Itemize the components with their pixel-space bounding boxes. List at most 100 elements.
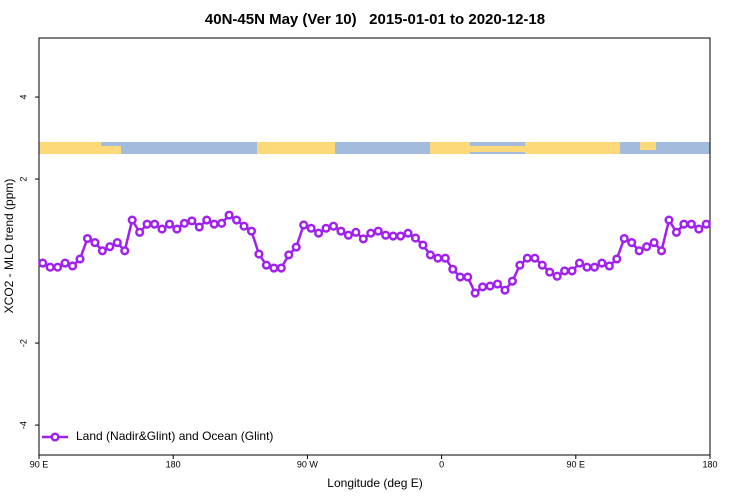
- legend-label: Land (Nadir&Glint) and Ocean (Glint): [76, 429, 273, 443]
- data-point: [694, 224, 704, 234]
- data-point: [291, 242, 301, 252]
- data-point: [105, 242, 115, 252]
- data-point: [597, 258, 607, 268]
- legend-marker: [50, 432, 60, 442]
- data-point: [515, 260, 525, 270]
- data-point: [142, 219, 152, 229]
- data-point: [463, 272, 473, 282]
- data-point: [410, 233, 421, 243]
- data-point: [448, 264, 458, 274]
- data-point: [358, 234, 368, 244]
- y-tick-label: -4: [18, 421, 28, 429]
- data-point: [530, 253, 540, 263]
- data-point: [701, 219, 711, 229]
- data-point: [366, 228, 376, 238]
- data-point: [343, 230, 353, 240]
- data-point: [351, 227, 361, 237]
- data-point: [619, 233, 629, 244]
- data-point: [552, 271, 562, 281]
- data-point: [589, 262, 599, 272]
- data-point: [388, 231, 398, 241]
- data-point: [545, 267, 555, 277]
- data-point: [224, 210, 234, 220]
- data-point: [45, 262, 55, 272]
- x-tick-label: 0: [439, 459, 444, 469]
- data-point: [68, 261, 78, 271]
- data-point: [433, 253, 443, 263]
- data-point: [209, 219, 219, 229]
- x-tick-label: 180: [166, 459, 181, 469]
- data-point: [522, 253, 532, 263]
- data-point: [246, 226, 257, 236]
- data-point: [507, 276, 517, 286]
- data-point: [537, 260, 547, 270]
- y-tick-label: 4: [18, 95, 28, 100]
- data-point: [679, 219, 689, 229]
- data-point: [254, 249, 264, 259]
- data-point: [232, 215, 242, 225]
- data-point: [239, 221, 249, 231]
- data-point: [217, 218, 227, 228]
- data-point: [194, 222, 204, 232]
- data-point: [470, 288, 480, 298]
- data-point: [60, 258, 70, 268]
- x-tick-label: 90 W: [297, 459, 319, 469]
- data-point: [164, 219, 175, 229]
- data-point: [97, 246, 107, 256]
- data-point: [396, 231, 406, 241]
- data-point: [127, 215, 137, 225]
- data-point: [642, 242, 652, 252]
- data-point: [381, 230, 391, 240]
- x-tick-label: 180: [702, 459, 717, 469]
- data-point: [455, 272, 465, 282]
- data-point: [112, 238, 122, 248]
- data-point: [686, 219, 696, 229]
- series-line: [42, 213, 707, 296]
- data-point: [440, 253, 450, 263]
- y-tick-label: 2: [18, 177, 28, 182]
- plot-frame: [38, 37, 711, 456]
- data-point: [627, 238, 637, 248]
- y-axis-label: XCO2 - MLO trend (ppm): [2, 179, 16, 314]
- data-point: [336, 226, 346, 236]
- land-ocean-strip: [39, 142, 710, 154]
- data-point: [671, 227, 682, 237]
- data-point: [604, 261, 614, 271]
- data-point: [299, 220, 309, 230]
- data-point: [284, 250, 294, 260]
- data-point: [53, 262, 63, 272]
- data-point: [403, 228, 413, 238]
- data-point: [172, 224, 182, 234]
- data-point: [492, 279, 503, 289]
- data-point: [150, 219, 160, 229]
- data-point: [261, 260, 271, 270]
- data-point: [485, 281, 495, 291]
- data-point: [612, 254, 622, 264]
- x-tick-label: 90 E: [30, 459, 49, 469]
- data-point: [179, 218, 189, 228]
- data-point: [649, 238, 659, 248]
- x-axis-label: Longitude (deg E): [327, 476, 422, 490]
- data-point: [574, 258, 585, 268]
- data-point: [478, 282, 488, 292]
- data-point: [135, 227, 145, 237]
- data-point: [75, 254, 85, 264]
- chart-title: 40N-45N May (Ver 10) 2015-01-01 to 2020-…: [205, 11, 545, 28]
- data-point: [306, 223, 316, 233]
- data-point: [157, 224, 167, 234]
- data-point: [202, 215, 212, 225]
- y-tick-label: -2: [18, 339, 28, 347]
- data-point: [276, 263, 286, 273]
- data-point: [373, 226, 383, 236]
- data-point: [82, 233, 93, 244]
- data-point: [418, 240, 428, 250]
- data-point: [500, 285, 510, 295]
- data-point: [582, 262, 592, 272]
- data-point: [567, 266, 577, 276]
- data-point: [634, 246, 644, 256]
- data-point: [664, 215, 674, 225]
- data-point: [328, 221, 339, 231]
- data-point: [425, 250, 435, 260]
- data-point: [90, 238, 100, 248]
